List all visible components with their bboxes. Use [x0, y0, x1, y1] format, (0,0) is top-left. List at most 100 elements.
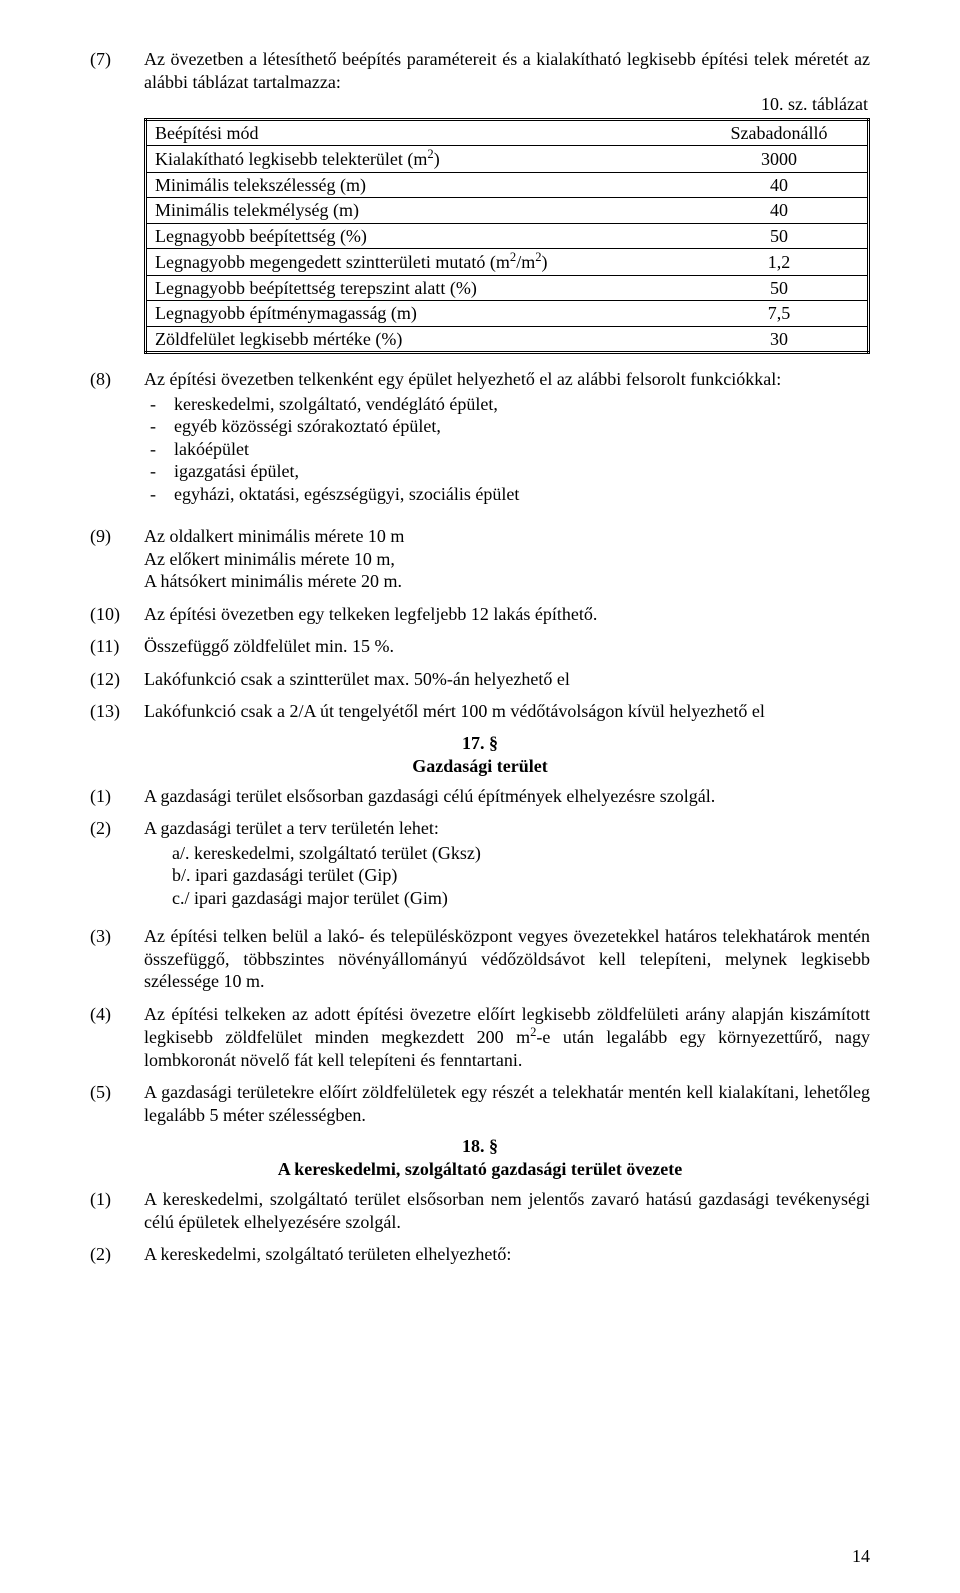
list-item: -egyházi, oktatási, egészségügyi, szociá… — [144, 483, 870, 506]
paragraph-9: (9) Az oldalkert minimális mérete 10 m A… — [90, 525, 870, 593]
table-row: Legnagyobb megengedett szintterületi mut… — [146, 249, 869, 276]
para9-line2: Az előkert minimális mérete 10 m, — [144, 548, 870, 571]
bullet-text: lakóépület — [174, 438, 249, 461]
para-number: (1) — [90, 785, 144, 808]
cell-label: Minimális telekszélesség (m) — [146, 172, 692, 198]
dash-icon: - — [144, 483, 174, 506]
cell-value: 40 — [691, 198, 869, 224]
paragraph-11: (11) Összefüggő zöldfelület min. 15 %. — [90, 635, 870, 658]
para-number: (11) — [90, 635, 144, 658]
para9-line3: A hátsókert minimális mérete 20 m. — [144, 570, 870, 593]
table-row: Minimális telekszélesség (m) 40 — [146, 172, 869, 198]
para-number: (1) — [90, 1188, 144, 1233]
para-body: A gazdasági terület elsősorban gazdasági… — [144, 785, 870, 808]
para-number: (10) — [90, 603, 144, 626]
bullet-text: egyházi, oktatási, egészségügyi, szociál… — [174, 483, 519, 506]
para-number: (5) — [90, 1081, 144, 1126]
list-item: -lakóépület — [144, 438, 870, 461]
k-paragraph-2: (2) A kereskedelmi, szolgáltató területe… — [90, 1243, 870, 1266]
g2-sublist: a/. kereskedelmi, szolgáltató terület (G… — [144, 842, 870, 910]
cell-label: Legnagyobb megengedett szintterületi mut… — [146, 249, 692, 276]
bullet-text: egyéb közösségi szórakoztató épület, — [174, 415, 441, 438]
para-number: (7) — [90, 48, 144, 354]
bullet-text: igazgatási épület, — [174, 460, 299, 483]
para-body: A kereskedelmi, szolgáltató terület első… — [144, 1188, 870, 1233]
para-body: Az építési telkeken az adott építési öve… — [144, 1003, 870, 1072]
para-body: A kereskedelmi, szolgáltató területen el… — [144, 1243, 870, 1266]
g-paragraph-2: (2) A gazdasági terület a terv területén… — [90, 817, 870, 915]
cell-value: 30 — [691, 326, 869, 353]
para-number: (8) — [90, 368, 144, 515]
para-number: (2) — [90, 1243, 144, 1266]
para-number: (12) — [90, 668, 144, 691]
section-17-title: Gazdasági terület — [90, 756, 870, 777]
para7-text: Az övezetben a létesíthető beépítés para… — [144, 49, 870, 92]
table-row: Legnagyobb beépítettség terepszint alatt… — [146, 275, 869, 301]
table-row: Beépítési mód Szabadonálló — [146, 119, 869, 146]
table-row: Legnagyobb beépítettség (%) 50 — [146, 223, 869, 249]
para-number: (2) — [90, 817, 144, 915]
para-body: Az övezetben a létesíthető beépítés para… — [144, 48, 870, 354]
para-body: Az építési telken belül a lakó- és telep… — [144, 925, 870, 993]
para-number: (3) — [90, 925, 144, 993]
list-item: b/. ipari gazdasági terület (Gip) — [144, 864, 870, 887]
cell-value: Szabadonálló — [691, 119, 869, 146]
g-paragraph-4: (4) Az építési telkeken az adott építési… — [90, 1003, 870, 1072]
para-body: A gazdasági területekre előírt zöldfelül… — [144, 1081, 870, 1126]
table-row: Zöldfelület legkisebb mértéke (%) 30 — [146, 326, 869, 353]
cell-label: Legnagyobb beépítettség (%) — [146, 223, 692, 249]
para-body: Az oldalkert minimális mérete 10 m Az el… — [144, 525, 870, 593]
cell-label: Minimális telekmélység (m) — [146, 198, 692, 224]
cell-value: 3000 — [691, 146, 869, 173]
cell-value: 50 — [691, 223, 869, 249]
paragraph-13: (13) Lakófunkció csak a 2/A út tengelyét… — [90, 700, 870, 723]
cell-label: Kialakítható legkisebb telekterület (m2) — [146, 146, 692, 173]
para-body: A gazdasági terület a terv területén leh… — [144, 817, 870, 915]
cell-value: 40 — [691, 172, 869, 198]
cell-value: 7,5 — [691, 301, 869, 327]
paragraph-12: (12) Lakófunkció csak a szintterület max… — [90, 668, 870, 691]
paragraph-8: (8) Az építési övezetben telkenként egy … — [90, 368, 870, 515]
table-row: Minimális telekmélység (m) 40 — [146, 198, 869, 224]
para8-text: Az építési övezetben telkenként egy épül… — [144, 369, 781, 389]
para-body: Összefüggő zöldfelület min. 15 %. — [144, 635, 870, 658]
g-paragraph-3: (3) Az építési telken belül a lakó- és t… — [90, 925, 870, 993]
list-item: a/. kereskedelmi, szolgáltató terület (G… — [144, 842, 870, 865]
dash-icon: - — [144, 438, 174, 461]
g-paragraph-1: (1) A gazdasági terület elsősorban gazda… — [90, 785, 870, 808]
cell-label: Zöldfelület legkisebb mértéke (%) — [146, 326, 692, 353]
g-paragraph-5: (5) A gazdasági területekre előírt zöldf… — [90, 1081, 870, 1126]
cell-value: 1,2 — [691, 249, 869, 276]
bullet-list: -kereskedelmi, szolgáltató, vendéglátó é… — [144, 393, 870, 506]
cell-value: 50 — [691, 275, 869, 301]
para-number: (4) — [90, 1003, 144, 1072]
table-row: Legnagyobb építménymagasság (m) 7,5 — [146, 301, 869, 327]
section-17-num: 17. § — [90, 733, 870, 754]
table-caption: 10. sz. táblázat — [144, 93, 868, 116]
g2-text: A gazdasági terület a terv területén leh… — [144, 818, 439, 838]
list-item: -egyéb közösségi szórakoztató épület, — [144, 415, 870, 438]
table-row: Kialakítható legkisebb telekterület (m2)… — [146, 146, 869, 173]
paragraph-10: (10) Az építési övezetben egy telkeken l… — [90, 603, 870, 626]
page: (7) Az övezetben a létesíthető beépítés … — [0, 0, 960, 1593]
dash-icon: - — [144, 460, 174, 483]
para-body: Lakófunkció csak a szintterület max. 50%… — [144, 668, 870, 691]
paragraph-7: (7) Az övezetben a létesíthető beépítés … — [90, 48, 870, 354]
dash-icon: - — [144, 393, 174, 416]
param-table: Beépítési mód Szabadonálló Kialakítható … — [144, 118, 870, 355]
k-paragraph-1: (1) A kereskedelmi, szolgáltató terület … — [90, 1188, 870, 1233]
cell-label: Beépítési mód — [146, 119, 692, 146]
para-body: Lakófunkció csak a 2/A út tengelyétől mé… — [144, 700, 870, 723]
list-item: c./ ipari gazdasági major terület (Gim) — [144, 887, 870, 910]
list-item: -kereskedelmi, szolgáltató, vendéglátó é… — [144, 393, 870, 416]
para9-line1: Az oldalkert minimális mérete 10 m — [144, 525, 870, 548]
para-number: (13) — [90, 700, 144, 723]
para-body: Az építési övezetben egy telkeken legfel… — [144, 603, 870, 626]
para-number: (9) — [90, 525, 144, 593]
section-18-title: A kereskedelmi, szolgáltató gazdasági te… — [90, 1159, 870, 1180]
page-number: 14 — [852, 1546, 870, 1567]
section-18-num: 18. § — [90, 1136, 870, 1157]
para-body: Az építési övezetben telkenként egy épül… — [144, 368, 870, 515]
bullet-text: kereskedelmi, szolgáltató, vendéglátó ép… — [174, 393, 498, 416]
cell-label: Legnagyobb építménymagasság (m) — [146, 301, 692, 327]
